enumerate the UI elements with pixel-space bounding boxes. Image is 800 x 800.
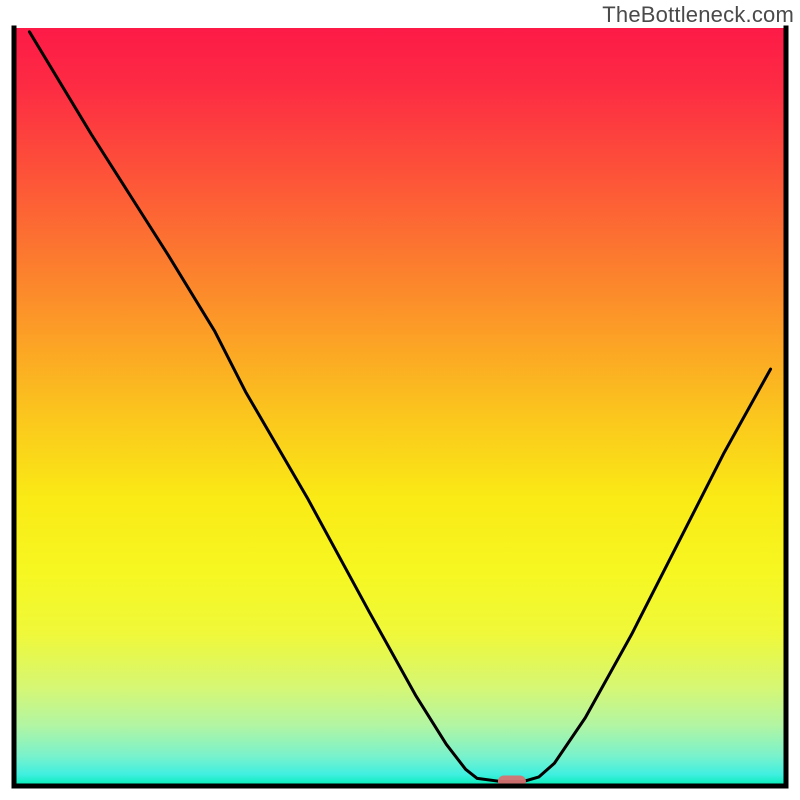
bottleneck-chart <box>0 0 800 800</box>
plot-background <box>14 28 786 786</box>
watermark-text: TheBottleneck.com <box>602 2 794 28</box>
